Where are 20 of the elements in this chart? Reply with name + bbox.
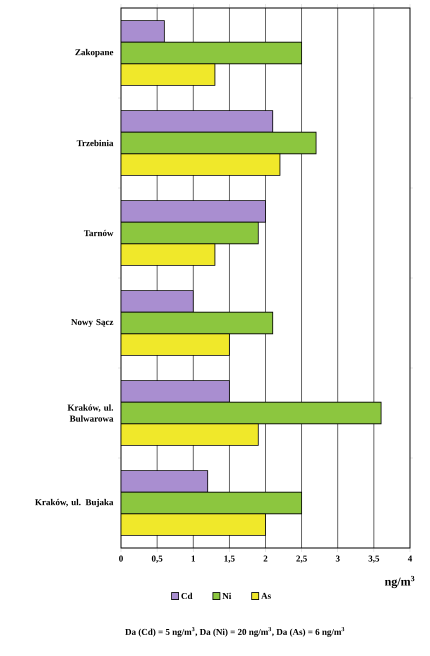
legend-label: As — [261, 592, 271, 599]
legend-label: Ni — [222, 592, 232, 599]
x-tick-label: 0,5 — [152, 556, 162, 563]
y-tick-label: Tarnów — [84, 230, 114, 236]
y-tick-label: Nowy Sącz — [71, 319, 114, 327]
x-tick-label: 3 — [336, 556, 340, 562]
x-tick-label: 2 — [264, 556, 268, 562]
y-tick-label: Trzebinia — [76, 140, 114, 146]
y-tick-label: Kraków, ul. Bujaka — [35, 498, 114, 508]
x-tick-label: 1,5 — [224, 556, 235, 563]
x-tick-label: 0 — [119, 556, 123, 562]
x-tick-label: 3,5 — [368, 556, 380, 563]
y-tick-label: Zakopane — [75, 48, 114, 58]
x-tick-label: 4 — [408, 556, 412, 562]
x-tick-label: 1 — [192, 556, 196, 562]
x-axis-title: ng/m$^{3}$ — [384, 576, 414, 588]
text: Da (Cd) = 5 ng/m$^{3}$, Da (Ni) = 20 ng/m$^{3}$, Da (As) = 6 ng/m$^{3}$ — [125, 627, 344, 637]
legend-label: Cd — [181, 592, 192, 600]
y-tick-label: Kraków, ul. Bulwarowa — [68, 404, 114, 422]
x-tick-label: 2,5 — [296, 556, 307, 563]
